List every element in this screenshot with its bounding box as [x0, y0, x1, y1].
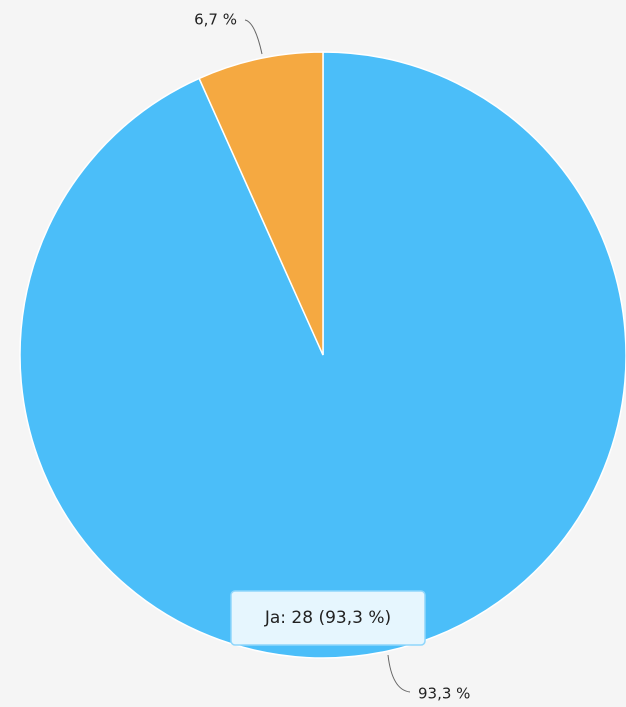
tooltip-text: Ja: 28 (93,3 %): [264, 608, 391, 628]
label-connector: [387, 654, 411, 693]
data-label: 6,7 %: [194, 11, 237, 29]
tooltip-box: [230, 590, 426, 646]
label-connector: [244, 19, 263, 55]
pie-slice: [198, 51, 324, 356]
data-label: 93,3 %: [418, 685, 470, 703]
